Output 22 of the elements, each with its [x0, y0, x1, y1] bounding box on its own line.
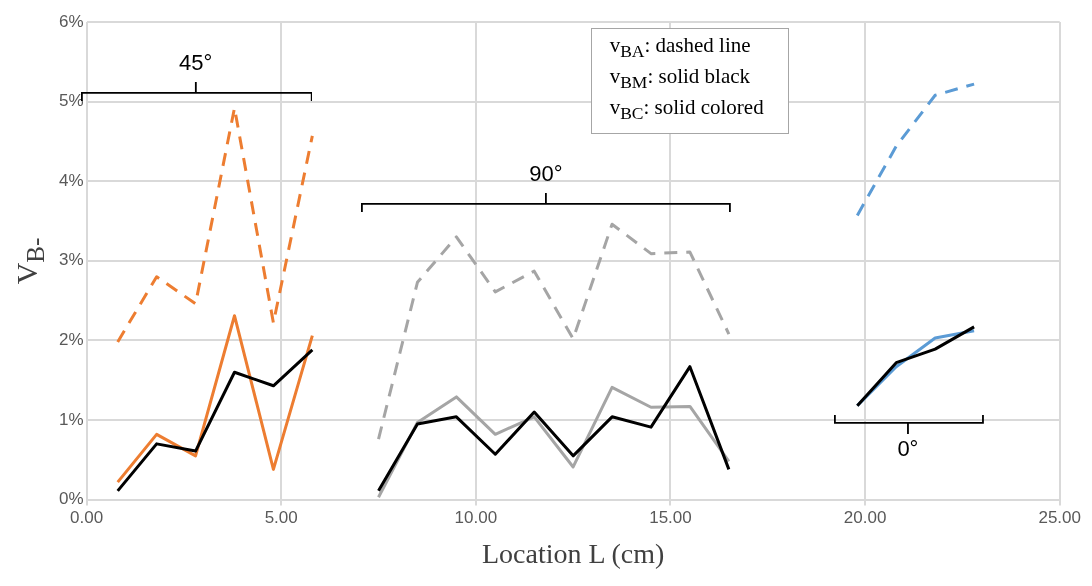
x-tick-label: 0.00 — [70, 508, 104, 528]
x-tick-label: 10.00 — [454, 508, 498, 528]
annotation: 0° — [897, 435, 919, 462]
y-tick-label: 6% — [58, 11, 84, 31]
x-axis-title: Location L (cm) — [481, 538, 665, 570]
x-tick-label: 25.00 — [1038, 508, 1081, 528]
annotation: 45° — [178, 50, 213, 77]
x-tick-label: 15.00 — [649, 508, 692, 528]
y-tick-label: 5% — [58, 91, 84, 111]
annotation: v$_{BM}$: solid black — [609, 64, 752, 95]
y-tick-label: 1% — [58, 409, 84, 429]
x-tick-label: 5.00 — [264, 508, 298, 528]
annotation: v$_{BC}$: solid colored — [609, 95, 764, 126]
y-tick-label: 0% — [58, 489, 84, 509]
y-tick-label: 3% — [58, 250, 84, 270]
line-series — [855, 82, 976, 217]
annotation: 90° — [529, 161, 563, 188]
x-tick-label: 20.00 — [843, 508, 887, 528]
y-tick-label: 2% — [58, 330, 84, 350]
annotation: v$_{BA}$: dashed line — [609, 33, 752, 64]
y-tick-label: 4% — [58, 170, 84, 190]
line-series — [377, 222, 731, 441]
